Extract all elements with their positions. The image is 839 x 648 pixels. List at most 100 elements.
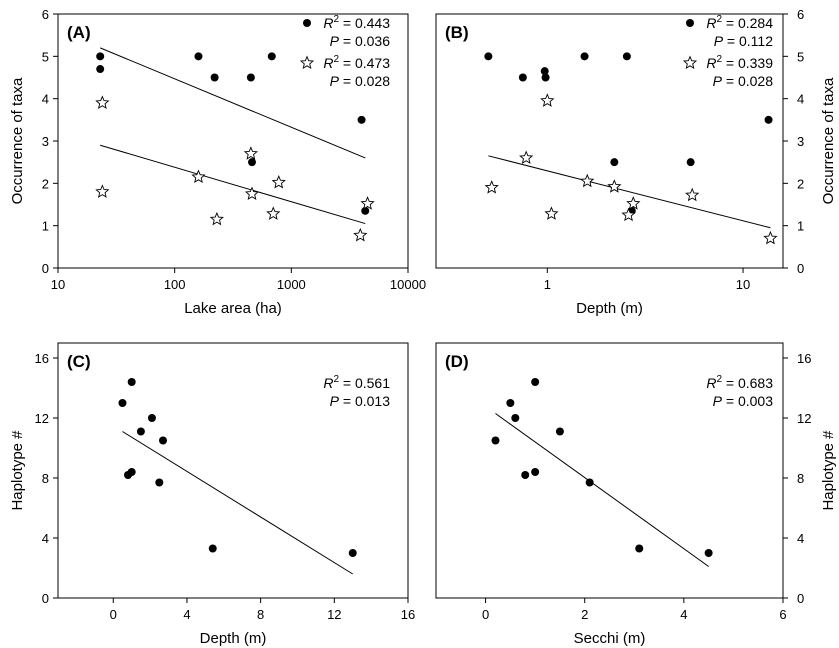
data-point-circle	[531, 378, 540, 386]
data-point-star	[243, 146, 258, 160]
data-point-circle	[491, 436, 500, 445]
x-tick-label: 0	[482, 607, 489, 622]
y-tick-label: 12	[35, 411, 49, 426]
data-point-circle	[506, 399, 515, 407]
data-point-circle	[484, 52, 493, 61]
y-tick-label: 2	[42, 176, 49, 191]
x-tick-label: 2	[581, 607, 588, 622]
data-point-circle	[159, 436, 167, 445]
y-tick-label: 8	[797, 471, 804, 486]
data-point-star	[626, 196, 641, 210]
y-tick-label: 6	[42, 7, 49, 22]
data-point-circle	[147, 414, 156, 422]
data-point-star	[621, 207, 636, 222]
data-point-circle	[246, 73, 255, 82]
data-point-star	[607, 179, 622, 193]
y-tick-label: 5	[797, 49, 804, 64]
data-point-circle	[531, 468, 540, 476]
data-point-circle	[127, 468, 136, 476]
data-point-circle	[155, 478, 164, 487]
data-point-circle	[541, 73, 550, 82]
data-point-circle	[585, 478, 594, 487]
data-point-circle	[96, 52, 105, 61]
x-axis-label: Depth (m)	[200, 630, 267, 647]
x-tick-label: 12	[327, 607, 341, 622]
legend-circle-marker	[303, 19, 311, 27]
data-point-star	[540, 93, 555, 107]
panel-b: 1 10 0 1 2 3 4 5 6 Depth (m) Occurrence of taxa (B)…	[435, 7, 837, 317]
data-point-circle	[555, 427, 564, 436]
r-squared-text: R2 = 0.443	[323, 14, 390, 31]
panel-label: (B)	[445, 23, 469, 42]
data-point-circle	[136, 427, 145, 436]
y-tick-label: 4	[42, 92, 49, 107]
data-point-circle	[540, 67, 549, 76]
p-value-text: P = 0.013	[330, 393, 391, 409]
panel-label: (C)	[67, 352, 91, 371]
x-axis-label: Secchi (m)	[574, 630, 646, 647]
y-tick-label: 0	[797, 261, 804, 276]
x-tick-label: 10	[51, 277, 65, 292]
data-point-circle	[118, 399, 127, 407]
legend-star-marker	[682, 55, 698, 70]
x-tick-label: 4	[183, 607, 190, 622]
panel-a: 10 100 1000 10000 0 1 2 3 4 5 6 Lake area (ha) Occur…	[9, 7, 426, 317]
r-squared-text: R2 = 0.284	[706, 14, 773, 31]
r-squared-text: R2 = 0.683	[706, 374, 773, 391]
x-axis-label: Depth (m)	[576, 300, 643, 317]
data-point-star	[244, 186, 260, 200]
y-tick-label: 2	[797, 176, 804, 191]
panel-label: (A)	[67, 23, 91, 42]
data-point-circle	[127, 378, 136, 386]
data-point-star	[685, 187, 700, 202]
data-point-circle	[361, 206, 370, 215]
data-point-circle	[521, 471, 530, 479]
data-point-circle	[267, 52, 276, 61]
data-point-circle	[194, 52, 203, 61]
data-point-star	[763, 230, 778, 245]
y-axis-label: Haplotype #	[9, 430, 26, 511]
panel-c: 0 4 8 12 16 0 4 8 12 16 Depth (m) Haplotype # (C) R2 …	[9, 342, 415, 647]
data-point-star	[95, 184, 110, 198]
x-tick-label: 4	[680, 607, 687, 622]
data-point-circle	[704, 549, 713, 557]
data-point-star	[544, 206, 559, 220]
regression-line	[488, 155, 771, 229]
data-point-star	[191, 169, 206, 184]
data-point-circle	[610, 158, 619, 167]
panel-label: (D)	[445, 352, 469, 371]
p-value-text: P = 0.112	[714, 33, 774, 49]
data-point-circle	[518, 73, 527, 82]
p-value-text: P = 0.028	[330, 73, 391, 89]
x-axis-label: Lake area (ha)	[184, 300, 282, 317]
x-tick-label: 10000	[390, 277, 426, 292]
data-point-circle	[348, 549, 357, 557]
p-value-text: P = 0.003	[713, 393, 774, 409]
plot-frame	[435, 13, 784, 269]
x-tick-label: 0	[110, 607, 117, 622]
y-axis-label: Occurrence of taxa	[820, 77, 837, 204]
data-point-circle	[208, 544, 217, 553]
data-point-circle	[96, 65, 105, 74]
r-squared-text: R2 = 0.339	[706, 54, 773, 71]
y-tick-label: 5	[42, 49, 49, 64]
regression-line	[495, 413, 709, 567]
data-point-star	[266, 206, 281, 220]
data-point-circle	[210, 73, 219, 82]
y-tick-label: 16	[35, 351, 49, 366]
data-point-star	[209, 211, 224, 226]
y-tick-label: 1	[42, 219, 49, 234]
y-tick-label: 12	[797, 411, 811, 426]
x-tick-label: 1000	[277, 277, 306, 292]
data-point-star	[271, 175, 286, 189]
y-tick-label: 0	[42, 591, 49, 606]
p-value-text: P = 0.036	[330, 33, 391, 49]
data-point-star	[580, 173, 595, 188]
y-tick-label: 4	[797, 531, 804, 546]
y-axis-label: Occurrence of taxa	[9, 77, 26, 204]
x-tick-label: 1	[544, 277, 551, 292]
y-tick-label: 6	[797, 7, 804, 22]
y-axis-label: Haplotype #	[820, 430, 837, 511]
r-squared-text: R2 = 0.473	[323, 54, 390, 71]
